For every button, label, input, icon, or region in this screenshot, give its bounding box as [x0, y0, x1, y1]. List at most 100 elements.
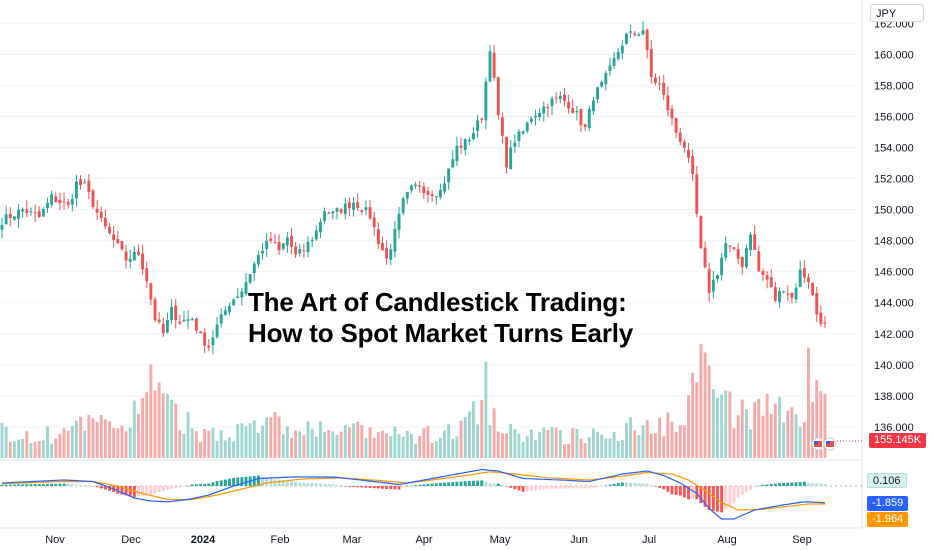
candle-body [480, 118, 484, 120]
volume-bar [455, 436, 459, 458]
candle-body [331, 211, 335, 214]
candle-body [145, 268, 149, 282]
volume-bar [4, 426, 8, 458]
candle-body [318, 221, 322, 233]
candle-body [558, 95, 562, 99]
candle-body [120, 241, 124, 250]
candle-body [443, 183, 446, 192]
macd-histogram-bar [720, 486, 724, 513]
volume-bar [600, 434, 604, 458]
volume-bar [174, 403, 178, 458]
volume-bar [521, 441, 525, 458]
x-tick-label: Apr [415, 534, 432, 546]
macd-histogram-bar [223, 479, 227, 486]
volume-bar [50, 443, 54, 458]
volume-bar [438, 437, 442, 458]
volume-bar [587, 437, 591, 458]
macd-histogram-bar [575, 486, 579, 489]
candle-body [529, 118, 533, 122]
candle-body [116, 239, 120, 244]
macd-histogram-bar [70, 484, 74, 486]
macd-histogram-bar [79, 484, 83, 486]
macd-histogram-bar [778, 483, 781, 486]
volume-bar [488, 424, 492, 458]
macd-histogram-bar [401, 486, 405, 488]
macd-histogram-bar [583, 486, 587, 489]
volume-bar [153, 390, 157, 458]
macd-histogram-bar [393, 486, 397, 490]
macd-histogram-bar [757, 485, 761, 487]
macd-histogram-bar [579, 486, 583, 489]
volume-bar [318, 421, 322, 458]
currency-selector[interactable]: JPY [870, 4, 924, 22]
volume-bar [596, 432, 599, 458]
volume-bar [261, 425, 264, 458]
candle-body [273, 241, 277, 243]
macd-histogram-bar [472, 480, 475, 486]
y-tick-label: 142.000 [874, 329, 914, 341]
candle-body [414, 184, 418, 186]
candle-body [761, 270, 765, 276]
macd-histogram-bar [509, 486, 513, 488]
volume-bar [554, 427, 558, 458]
macd-histogram-bar [352, 486, 355, 487]
macd-histogram-bar [389, 486, 393, 490]
volume-bar [128, 427, 132, 458]
candle-body [207, 345, 211, 348]
candle-body [149, 283, 153, 300]
macd-histogram-bar [492, 483, 496, 486]
macd-histogram-bar [455, 481, 459, 486]
candles [0, 21, 827, 355]
volume-bar [790, 407, 794, 458]
volume-bar [290, 437, 293, 458]
volume-bar [716, 397, 719, 458]
macd-histogram-bar [265, 478, 269, 486]
volume-bar [480, 400, 484, 458]
candle-body [691, 156, 695, 174]
macd-histogram-bar [529, 486, 533, 491]
macd-histogram-bar [347, 486, 351, 487]
macd-histogram-bar [819, 483, 823, 486]
macd-histogram-bar [476, 480, 480, 486]
volume-bar [778, 396, 781, 458]
volume-bar [612, 432, 616, 458]
y-tick-label: 154.000 [874, 142, 914, 154]
candle-body [265, 240, 269, 250]
macd-histogram-bar [397, 486, 401, 490]
candle-body [137, 251, 140, 255]
volume-bar [782, 422, 786, 458]
candle-body [223, 310, 227, 315]
candle-body [132, 251, 136, 261]
candle-body [178, 321, 182, 324]
macd-histogram-bar [538, 486, 542, 490]
macd-histogram-bar [625, 482, 628, 486]
candle-body [70, 198, 74, 205]
macd-histogram-bar [633, 483, 637, 486]
macd-histogram-bar [678, 486, 682, 496]
macd-histogram-bar [327, 484, 331, 486]
volume-bar [724, 390, 728, 458]
volume-bar [240, 423, 244, 458]
candle-body [314, 230, 318, 240]
macd-histogram-bar [691, 486, 695, 500]
volume-bar [467, 411, 471, 458]
candle-body [786, 293, 790, 295]
candle-body [323, 211, 327, 222]
volume-bar [372, 437, 376, 458]
volume-bar [509, 423, 513, 458]
volume-bar [186, 412, 190, 458]
volume-bar [550, 426, 554, 458]
macd-histogram-bar [786, 482, 790, 486]
volume-bar [302, 435, 306, 458]
volume-bar [54, 438, 58, 458]
macd-histogram-bar [591, 486, 595, 488]
candle-body [161, 324, 165, 334]
y-tick-label: 156.000 [874, 111, 914, 123]
headline-overlay: The Art of Candlestick Trading: How to S… [248, 287, 633, 349]
macd-histogram-bar [463, 481, 467, 486]
candle-body [232, 299, 236, 306]
candle-body [488, 51, 492, 82]
candle-body [658, 83, 662, 85]
candle-body [459, 145, 463, 148]
volume-bar [347, 427, 351, 458]
